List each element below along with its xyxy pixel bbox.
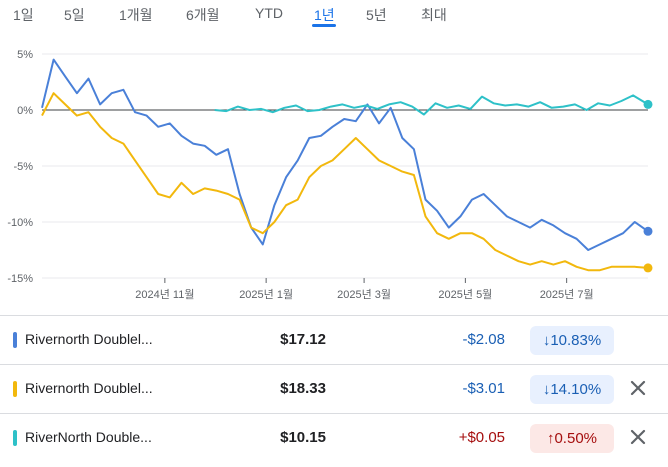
security-name: Rivernorth Doublel... — [25, 331, 153, 347]
percent-change-badge: ↑0.50% — [530, 424, 614, 453]
series-endpoint-3 — [643, 99, 653, 109]
security-name: RiverNorth Double... — [25, 429, 152, 445]
security-price: $10.15 — [280, 429, 326, 446]
price-change: +$0.05 — [458, 429, 505, 446]
tab-5-year[interactable]: 5년 — [366, 7, 387, 23]
comparison-row-1[interactable]: Rivernorth Doublel... $17.12 -$2.08 ↓10.… — [0, 315, 668, 364]
tab-1-day[interactable]: 1일 — [13, 7, 34, 23]
security-price: $18.33 — [280, 380, 326, 397]
price-change: -$3.01 — [462, 380, 505, 397]
tab-6-month[interactable]: 6개월 — [186, 7, 220, 23]
arrow-down-icon: ↓ — [542, 381, 551, 398]
row-divider — [0, 315, 668, 316]
series-endpoint-1 — [643, 226, 653, 236]
series-line-3 — [214, 94, 649, 116]
series-color-swatch — [13, 381, 17, 397]
security-price: $17.12 — [280, 331, 326, 348]
x-tick-label: 2025년 1월 — [239, 288, 293, 301]
y-tick-label: 5% — [17, 49, 33, 61]
price-chart: 5% 0% -5% -10% -15% 2024년 11월 2025년 1월 2025년 3월… — [7, 49, 653, 301]
series-color-swatch — [13, 332, 17, 348]
x-tick-label: 2024년 11월 — [135, 288, 194, 301]
row-divider — [0, 364, 668, 365]
percent-change-value: 0.50% — [554, 430, 598, 447]
price-change: -$2.08 — [462, 331, 505, 348]
close-icon[interactable] — [626, 425, 650, 449]
y-tick-label: -15% — [7, 273, 33, 285]
series-line-2 — [41, 92, 649, 272]
y-tick-label: -5% — [13, 161, 33, 173]
y-tick-label: -10% — [7, 217, 33, 229]
security-name: Rivernorth Doublel... — [25, 380, 153, 396]
tab-max[interactable]: 최대 — [421, 7, 447, 23]
range-tabs: 1일 5일 1개월 6개월 YTD 1년 5년 최대 — [0, 0, 668, 30]
active-tab-indicator — [312, 24, 336, 27]
arrow-up-icon: ↑ — [546, 430, 555, 447]
series-endpoint-2 — [643, 263, 653, 273]
x-tick-label: 2025년 7월 — [540, 288, 594, 301]
tab-1-month[interactable]: 1개월 — [119, 7, 153, 23]
y-tick-label: 0% — [17, 105, 33, 117]
tab-1-year[interactable]: 1년 — [314, 7, 335, 23]
percent-change-badge: ↓10.83% — [530, 326, 614, 355]
series-color-swatch — [13, 430, 17, 446]
tab-ytd[interactable]: YTD — [255, 5, 283, 21]
arrow-down-icon: ↓ — [542, 332, 551, 349]
percent-change-value: 14.10% — [550, 381, 602, 398]
x-tick-label: 2025년 5월 — [438, 288, 492, 301]
percent-change-value: 10.83% — [550, 332, 602, 349]
percent-change-badge: ↓14.10% — [530, 375, 614, 404]
row-divider — [0, 413, 668, 414]
series-line-1 — [41, 58, 649, 251]
comparison-row-3[interactable]: RiverNorth Double... $10.15 +$0.05 ↑0.50… — [0, 413, 668, 462]
close-icon[interactable] — [626, 376, 650, 400]
tab-5-day[interactable]: 5일 — [64, 7, 85, 23]
comparison-row-2[interactable]: Rivernorth Doublel... $18.33 -$3.01 ↓14.… — [0, 364, 668, 413]
x-tick-label: 2025년 3월 — [337, 288, 391, 301]
